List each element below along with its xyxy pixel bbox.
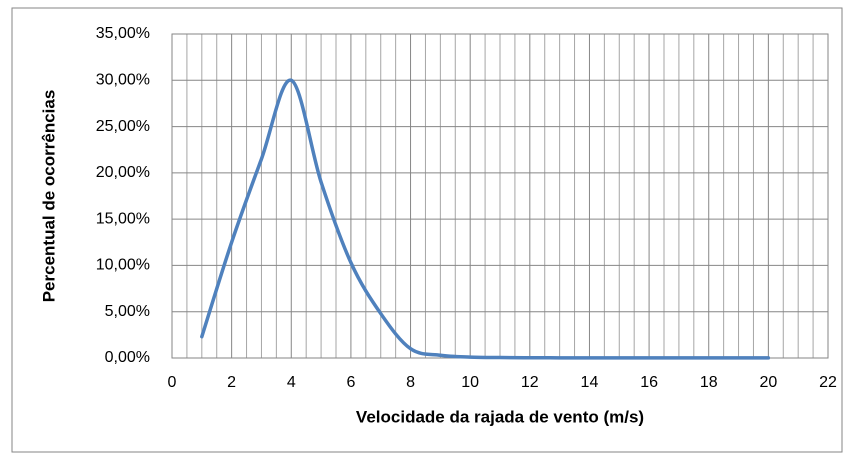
x-tick-label: 0	[168, 374, 177, 391]
x-tick-label: 2	[227, 374, 236, 391]
x-tick-label: 6	[346, 374, 355, 391]
x-tick-label: 16	[640, 374, 658, 391]
x-tick-label: 10	[461, 374, 479, 391]
y-tick-label: 5,00%	[105, 303, 150, 320]
y-tick-label: 30,00%	[96, 72, 150, 89]
x-axis-title: Velocidade da rajada de vento (m/s)	[356, 407, 644, 426]
x-tick-label: 12	[521, 374, 539, 391]
chart-frame	[11, 7, 843, 453]
x-tick-label: 4	[287, 374, 296, 391]
y-tick-label: 35,00%	[96, 25, 150, 42]
y-tick-label: 25,00%	[96, 118, 150, 135]
x-tick-label: 8	[406, 374, 415, 391]
y-tick-label: 20,00%	[96, 164, 150, 181]
x-tick-label: 18	[700, 374, 718, 391]
x-tick-label: 20	[759, 374, 777, 391]
data-line	[200, 78, 771, 360]
y-tick-label: 15,00%	[96, 210, 150, 227]
y-axis-title: Percentual de ocorrências	[39, 90, 58, 303]
y-tick-label: 0,00%	[105, 349, 150, 366]
x-tick-label: 22	[819, 374, 837, 391]
x-tick-label: 14	[581, 374, 599, 391]
y-tick-label: 10,00%	[96, 257, 150, 274]
